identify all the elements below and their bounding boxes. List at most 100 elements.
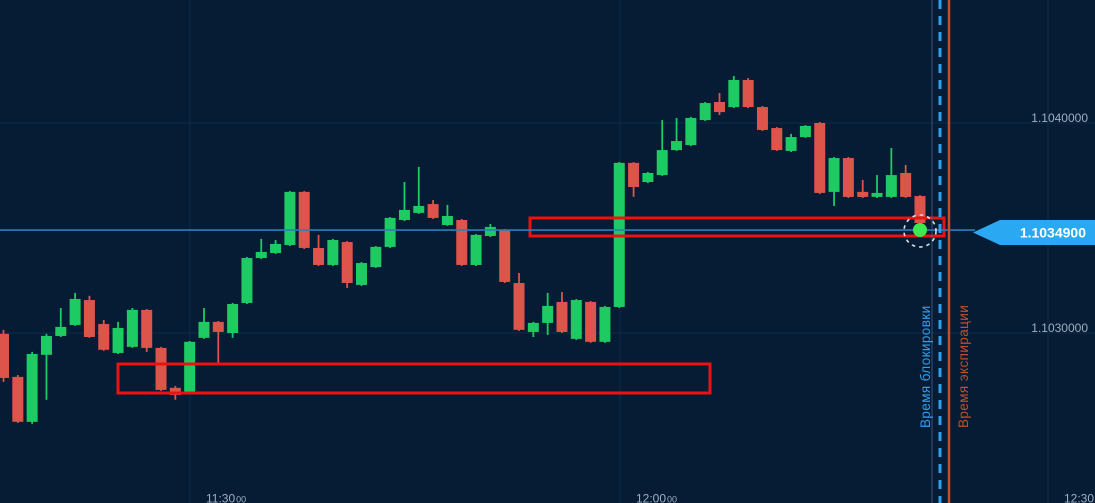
candle-body xyxy=(642,172,654,183)
time-axis: 11:3000 12:0000 12:3000 xyxy=(206,492,1095,503)
candle-body xyxy=(585,301,597,342)
candle-body xyxy=(628,162,640,188)
candle-bull xyxy=(413,166,425,214)
candle-bear xyxy=(456,218,468,267)
candle-body xyxy=(828,158,840,192)
candle-bear xyxy=(427,200,439,219)
candle-bull xyxy=(470,234,482,267)
candle-bull xyxy=(112,321,124,354)
candle-body xyxy=(556,301,568,332)
candle-body xyxy=(656,150,668,176)
candle-body xyxy=(427,204,439,218)
candle-body xyxy=(398,209,410,221)
candle-body xyxy=(384,217,396,247)
expiration-time-label: Время экспирации xyxy=(956,305,971,428)
candle-body xyxy=(255,251,267,259)
candle-body xyxy=(527,322,539,332)
candle-body xyxy=(241,258,253,303)
candle-bull xyxy=(284,191,296,247)
candle-body xyxy=(0,333,9,378)
candle-body xyxy=(499,229,511,282)
candle-body xyxy=(26,354,38,422)
candle-bear xyxy=(900,165,912,198)
candle-bear xyxy=(212,321,224,365)
candle-bull xyxy=(184,340,196,393)
candle-bull xyxy=(542,292,554,335)
candle-bull xyxy=(671,117,683,151)
candle-body xyxy=(857,191,869,197)
candle-body xyxy=(327,239,339,265)
candle-bear xyxy=(556,292,568,333)
candle-body xyxy=(356,263,367,285)
candle-bear xyxy=(0,329,9,382)
candle-body xyxy=(785,137,797,151)
candle-bear xyxy=(513,272,525,331)
candle-bull xyxy=(40,333,52,400)
candle-body xyxy=(83,300,95,337)
candle-bull xyxy=(871,175,883,198)
candle-body xyxy=(169,387,181,395)
candle-bull xyxy=(241,256,253,305)
candle-bull xyxy=(227,302,239,338)
x-axis-time-label: 12:3000 xyxy=(1064,492,1095,503)
candle-body xyxy=(55,326,67,336)
candle-bear xyxy=(742,78,754,109)
price-tag-pointer xyxy=(973,220,1095,245)
candle-bear xyxy=(814,121,826,194)
candle-bear xyxy=(313,234,325,267)
candle-body xyxy=(771,128,783,151)
candle-body xyxy=(470,234,482,265)
candle-bull xyxy=(55,308,67,337)
candle-bear xyxy=(12,375,24,423)
y-axis-price-label: 1.1040000 xyxy=(1031,111,1088,125)
candle-bull xyxy=(126,308,138,348)
candle-bear xyxy=(714,92,725,116)
candle-body xyxy=(570,300,582,339)
candle-body xyxy=(900,172,912,197)
candle-body xyxy=(885,175,897,197)
candle-bull xyxy=(656,120,668,176)
candle-bear xyxy=(341,241,353,289)
candle-body xyxy=(284,191,296,246)
candle-bull xyxy=(370,246,382,268)
candle-body xyxy=(542,305,554,323)
candle-bear xyxy=(155,346,167,391)
candle-bear xyxy=(756,105,768,131)
candle-body xyxy=(728,79,740,108)
candle-bull xyxy=(642,171,654,184)
candle-body xyxy=(370,246,382,268)
candle-bear xyxy=(83,295,95,338)
y-axis-price-label: 1.1030000 xyxy=(1031,321,1088,335)
candle-body xyxy=(184,341,196,392)
price-axis: 1.1040000 1.1030000 xyxy=(1031,111,1088,335)
drawing-rectangle-annotation[interactable] xyxy=(116,362,712,395)
candle-body xyxy=(155,347,167,390)
candle-bear xyxy=(298,191,310,249)
candle-bull xyxy=(26,351,38,424)
annotation-rectangles xyxy=(116,216,946,395)
candle-body xyxy=(141,309,153,348)
candle-bull xyxy=(398,182,410,222)
candle-bear xyxy=(585,301,597,343)
x-axis-time-label: 12:0000 xyxy=(636,492,677,503)
lock-time-label: Время блокировки xyxy=(918,305,933,428)
candle-body xyxy=(212,321,224,332)
candle-body xyxy=(914,196,926,223)
candle-bull xyxy=(270,239,282,255)
candle-bull xyxy=(69,292,81,326)
candle-body xyxy=(756,107,768,130)
drawing-rectangle-annotation[interactable] xyxy=(528,216,946,238)
candle-bear xyxy=(141,309,153,352)
candle-bull xyxy=(685,116,697,147)
candle-bull xyxy=(570,298,582,340)
candle-bull xyxy=(885,147,897,198)
candle-bull xyxy=(785,133,797,152)
candlestick-series xyxy=(0,75,926,424)
candle-body xyxy=(227,304,239,333)
candle-bull xyxy=(828,157,840,206)
candle-body xyxy=(40,335,52,355)
candle-body xyxy=(313,247,325,265)
